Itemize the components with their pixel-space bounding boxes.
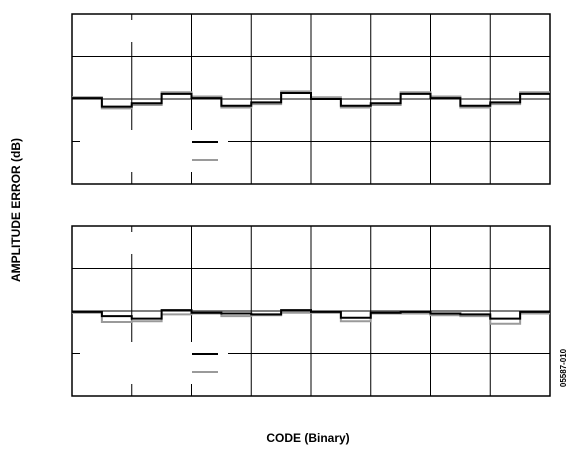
series-line-channel-4 [72,311,550,325]
chart-panel-5mhz [71,13,551,185]
figure-id: 05587-010 [559,348,568,387]
chart-panel-1mhz [71,225,551,397]
x-axis-label: CODE (Binary) [266,431,349,445]
annotation-background [78,20,150,42]
annotation-background [78,232,150,254]
series-line-channel-3 [72,309,550,320]
legend-background [80,342,228,384]
y-axis-label: AMPLITUDE ERROR (dB) [9,138,23,282]
legend-background [80,130,228,172]
series-line-channel-3 [72,92,550,108]
